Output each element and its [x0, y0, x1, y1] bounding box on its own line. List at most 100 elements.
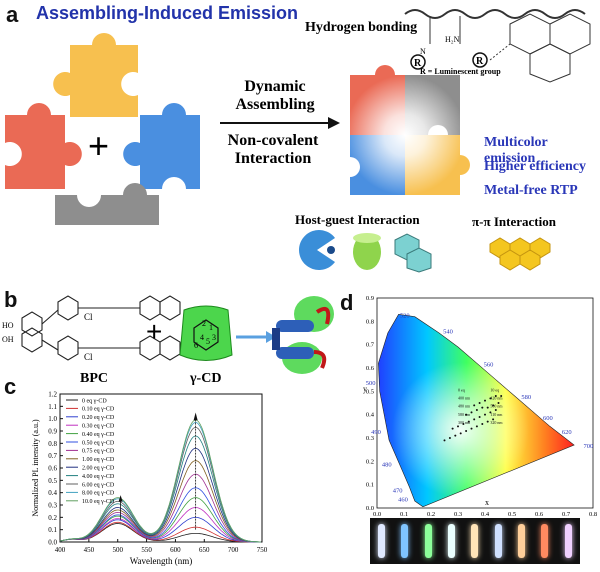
cie-y-tick: 0.3: [366, 435, 374, 442]
dynamic-label: Dynamic: [244, 78, 306, 95]
cie-x-tick: 0.5: [508, 511, 516, 518]
sample-vial-8: [564, 524, 572, 558]
property-efficiency: Higher efficiency: [484, 159, 586, 174]
cie-y-tick: 0.0: [366, 505, 374, 512]
puzzle-pieces-left: [5, 33, 200, 225]
cup-icon: [353, 234, 381, 270]
cie-y-tick: 0.2: [366, 458, 374, 465]
pacman-icon: [299, 230, 335, 270]
blue-puzzle-piece: [123, 103, 200, 189]
panel-d-letter: d: [340, 290, 354, 315]
cie-point: [465, 413, 468, 416]
panel-a-title: Assembling-Induced Emission: [36, 3, 299, 23]
pi-pi-label: π-π Interaction: [472, 214, 556, 229]
x-tick-label: 600: [170, 546, 181, 554]
x-tick-label: 550: [141, 546, 152, 554]
cie-point: [494, 395, 497, 397]
cie-point: [486, 406, 489, 409]
supramolecular-assembly: [272, 296, 334, 374]
legend-label-12: 10.0 eq γ-CD: [82, 499, 115, 505]
cie-inner-label: 320 nm: [490, 420, 503, 425]
cie-point: [478, 402, 481, 404]
sample-vial-1: [401, 524, 409, 558]
series-line-12: [59, 419, 261, 543]
cie-point: [454, 434, 457, 437]
legend-label-1: 0.10 eq γ-CD: [82, 407, 115, 413]
sample-vial-3: [448, 524, 456, 558]
series-line-9: [59, 435, 261, 543]
cie-point: [486, 420, 489, 423]
cie-point: [470, 427, 473, 430]
cie-frame: [376, 297, 594, 509]
cie-inner-label: 110 nm: [490, 412, 503, 417]
oh-label: OH: [2, 335, 14, 344]
cie-point: [481, 406, 484, 409]
y-tick-label: 0.7: [48, 452, 57, 460]
svg-text:4: 4: [200, 333, 204, 342]
y-tick-label: 1.1: [48, 403, 57, 411]
property-rtp: Metal-free RTP: [484, 183, 578, 198]
right-arrow-icon: [220, 117, 340, 129]
y-tick-label: 0.3: [48, 502, 57, 510]
cie-point: [500, 395, 503, 397]
cie-point: [492, 404, 495, 407]
y-tick-label: 0.1: [48, 526, 57, 534]
cie-inner-label: 480 nm: [458, 404, 471, 409]
cie-point: [484, 399, 486, 402]
cie-inner-label: 500 nm: [490, 404, 503, 409]
series-line-7: [59, 460, 261, 543]
cl-label-1: Cl: [84, 312, 93, 322]
wavelength-label: 540: [443, 329, 453, 336]
cie-y-tick: 0.7: [366, 342, 375, 349]
assembling-label: Assembling: [235, 96, 315, 113]
svg-text:2: 2: [202, 319, 206, 328]
wavelength-label: 580: [521, 394, 531, 401]
legend-label-8: 2.00 eq γ-CD: [82, 466, 115, 472]
x-tick-label: 650: [199, 546, 210, 554]
svg-text:N: N: [420, 47, 426, 56]
x-tick-label: 750: [257, 546, 268, 554]
polymer-structure: N H₂N R R: [404, 9, 591, 83]
series-line-8: [59, 447, 261, 543]
bpc-label: BPC: [80, 371, 108, 386]
wavelength-label: 600: [543, 415, 553, 422]
plus-sign-a: +: [88, 125, 110, 166]
cie-point: [448, 437, 451, 439]
cie-point: [475, 425, 478, 428]
series-line-3: [59, 507, 261, 543]
gray-puzzle-piece: [55, 183, 159, 225]
noncovalent-label: Non-covalent: [227, 132, 319, 149]
x-tick-label: 500: [112, 546, 123, 554]
hydrogen-bonding-label: Hydrogen bonding: [305, 20, 418, 35]
cie-x-tick: 0.3: [454, 511, 462, 518]
cie-point: [475, 409, 478, 411]
wavelength-label: 620: [562, 429, 572, 436]
cie-inner-label: 580 nm: [458, 412, 471, 417]
gamma-cd-structure: 1 2 3 4 5 6: [179, 305, 233, 361]
r-symbol-1: R: [414, 58, 422, 69]
cie-point: [459, 432, 462, 435]
r-note: R = Luminescent group: [420, 67, 501, 76]
y-tick-label: 0.2: [48, 514, 57, 522]
series-line-5: [59, 487, 261, 543]
y-tick-label: 0.9: [48, 428, 57, 436]
y-tick-label: 0.0: [48, 539, 57, 547]
cie-x-tick: 0.6: [535, 511, 544, 518]
cie-point: [457, 425, 459, 428]
cie-diagram: 0.0 0.1 0.2 0.3 0.4 0.5 0.6 0.7 0.8 0.0 0.1 0.2 0.3 0…: [363, 295, 597, 518]
wavelength-label: 470: [393, 487, 403, 494]
sample-vial-5: [494, 524, 502, 558]
legend-label-6: 0.75 eq γ-CD: [82, 449, 115, 455]
host-guest-label: Host-guest Interaction: [295, 212, 420, 227]
cie-x-tick: 0.0: [373, 511, 381, 518]
cie-x-tick: 0.4: [481, 511, 490, 518]
sample-photo-strip: [370, 518, 580, 564]
cie-y-tick: 0.8: [366, 318, 374, 325]
cie-point: [494, 409, 497, 411]
y-tick-label: 1.0: [48, 415, 57, 423]
sample-vial-7: [541, 524, 549, 558]
y-tick-label: 1.2: [48, 391, 57, 399]
cie-point: [492, 418, 495, 421]
cie-point: [478, 416, 481, 418]
y-tick-label: 0.6: [48, 465, 57, 473]
